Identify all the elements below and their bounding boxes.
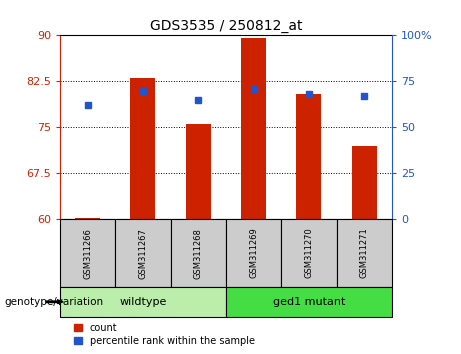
Bar <box>130 78 155 219</box>
Bar <box>296 94 321 219</box>
Text: wildtype: wildtype <box>119 297 166 307</box>
Bar <box>241 39 266 219</box>
Bar <box>75 218 100 219</box>
Text: ged1 mutant: ged1 mutant <box>273 297 345 307</box>
Text: GSM311267: GSM311267 <box>138 228 148 279</box>
Text: GSM311270: GSM311270 <box>304 228 313 279</box>
Text: GSM311269: GSM311269 <box>249 228 258 279</box>
Text: GSM311266: GSM311266 <box>83 228 92 279</box>
Title: GDS3535 / 250812_at: GDS3535 / 250812_at <box>150 19 302 33</box>
Legend: count, percentile rank within the sample: count, percentile rank within the sample <box>74 323 254 346</box>
Bar <box>186 124 211 219</box>
Text: GSM311268: GSM311268 <box>194 228 203 279</box>
Text: GSM311271: GSM311271 <box>360 228 369 279</box>
Bar <box>352 146 377 219</box>
Text: genotype/variation: genotype/variation <box>5 297 104 307</box>
